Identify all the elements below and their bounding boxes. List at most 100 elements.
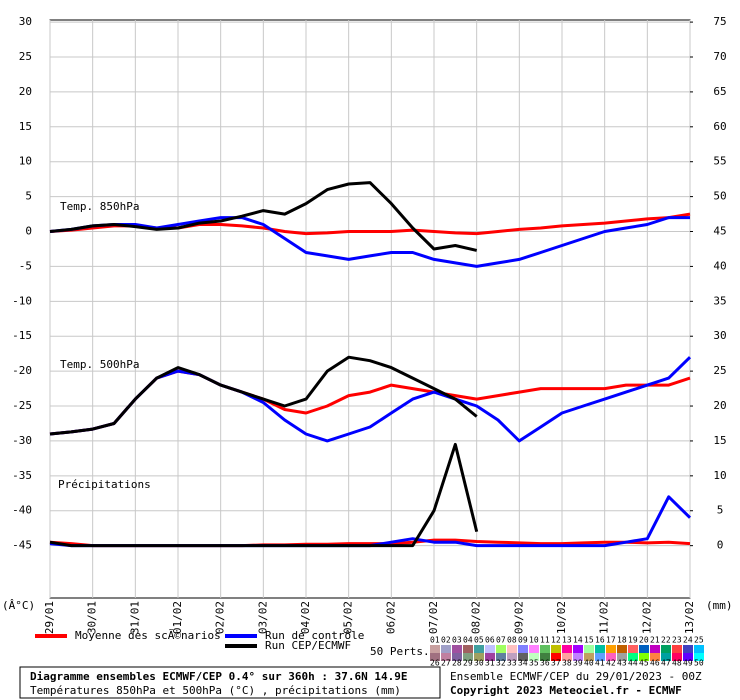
series-lines: [49, 181, 692, 548]
member-label: 04: [463, 636, 473, 645]
member-label: 38: [562, 659, 572, 668]
y2-tick-label: 5: [717, 504, 724, 517]
member-label: 19: [628, 636, 638, 645]
member-label: 10: [529, 636, 539, 645]
member-label: 08: [507, 636, 517, 645]
member-label: 02: [441, 636, 451, 645]
member-swatch: [430, 645, 440, 653]
member-swatch: [606, 653, 616, 661]
members-label: 50 Perts.: [370, 645, 430, 658]
y-tick-label: -20: [12, 364, 32, 377]
member-swatch: [485, 653, 495, 661]
member-swatch: [672, 645, 682, 653]
x-tick-label: 31/01: [128, 601, 141, 634]
y2-tick-label: 50: [713, 190, 726, 203]
member-swatch: [573, 653, 583, 661]
member-label: 41: [595, 659, 605, 668]
y-tick-label: 10: [19, 155, 32, 168]
y2-tick-label: 20: [713, 399, 726, 412]
panel-label: Temp. 500hPa: [60, 358, 139, 371]
member-swatch: [694, 653, 704, 661]
member-label: 50: [694, 659, 704, 668]
grid: [49, 20, 691, 598]
member-label: 24: [683, 636, 693, 645]
member-label: 07: [496, 636, 506, 645]
series-line: [49, 442, 479, 548]
member-label: 09: [518, 636, 528, 645]
member-swatch: [463, 645, 473, 653]
x-tick-label: 09/02: [512, 601, 525, 634]
member-label: 37: [551, 659, 561, 668]
member-label: 03: [452, 636, 462, 645]
member-label: 35: [529, 659, 539, 668]
x-tick-label: 05/02: [342, 601, 355, 634]
member-swatch: [584, 653, 594, 661]
member-label: 44: [628, 659, 638, 668]
member-swatch: [507, 645, 517, 653]
legend-label: Run CEP/ECMWF: [265, 639, 351, 652]
y-tick-label: -15: [12, 329, 32, 342]
member-swatch: [595, 653, 605, 661]
member-swatch: [463, 653, 473, 661]
series-line: [49, 355, 478, 436]
y-tick-label: -35: [12, 469, 32, 482]
x-tick-label: 02/02: [214, 601, 227, 634]
panel-label: Précipitations: [58, 478, 151, 491]
member-label: 43: [617, 659, 627, 668]
y2-tick-label: 45: [713, 225, 726, 238]
member-swatch: [518, 645, 528, 653]
x-tick-label: 13/02: [683, 601, 696, 634]
y-tick-label: 5: [25, 190, 32, 203]
x-tick-label: 30/01: [86, 601, 99, 634]
member-label: 48: [672, 659, 682, 668]
y2-tick-label: 0: [717, 539, 724, 552]
member-label: 42: [606, 659, 616, 668]
legend-label: Moyenne des scÃ©narios: [75, 629, 221, 642]
member-swatch: [452, 645, 462, 653]
title: Diagramme ensembles ECMWF/CEP 0.4° sur 3…: [30, 670, 408, 683]
member-swatch: [683, 653, 693, 661]
member-swatch: [617, 645, 627, 653]
plot-frame: [49, 19, 691, 599]
member-swatch: [628, 653, 638, 661]
member-swatch: [562, 653, 572, 661]
x-tick-label: 01/02: [171, 601, 184, 634]
member-swatch: [650, 645, 660, 653]
member-swatch: [551, 653, 561, 661]
y2-tick-label: 10: [713, 469, 726, 482]
member-label: 25: [694, 636, 704, 645]
member-label: 46: [650, 659, 660, 668]
y-tick-label: -10: [12, 294, 32, 307]
member-label: 16: [595, 636, 605, 645]
member-swatch: [551, 645, 561, 653]
member-swatch: [474, 653, 484, 661]
member-swatch: [518, 653, 528, 661]
y2-tick-label: 15: [713, 434, 726, 447]
x-tick-label: 12/02: [640, 601, 653, 634]
y2-tick-label: 55: [713, 155, 726, 168]
member-swatch: [540, 645, 550, 653]
member-label: 36: [540, 659, 550, 668]
x-tick-label: 29/01: [43, 601, 56, 634]
y-tick-label: -25: [12, 399, 32, 412]
member-label: 32: [496, 659, 506, 668]
member-label: 17: [606, 636, 616, 645]
member-swatch: [606, 645, 616, 653]
member-label: 30: [474, 659, 484, 668]
y-tick-label: 0: [25, 225, 32, 238]
member-label: 05: [474, 636, 484, 645]
x-tick-label: 06/02: [384, 601, 397, 634]
y2-tick-label: 30: [713, 329, 726, 342]
y2-unit: (mm): [706, 599, 733, 612]
member-label: 34: [518, 659, 528, 668]
member-label: 28: [452, 659, 462, 668]
member-swatch: [496, 645, 506, 653]
x-tick-label: 11/02: [598, 601, 611, 634]
member-swatch: [474, 645, 484, 653]
member-swatch: [683, 645, 693, 653]
member-swatch: [650, 653, 660, 661]
member-label: 12: [551, 636, 561, 645]
member-swatch: [441, 645, 451, 653]
member-swatch: [595, 645, 605, 653]
member-swatch: [529, 645, 539, 653]
